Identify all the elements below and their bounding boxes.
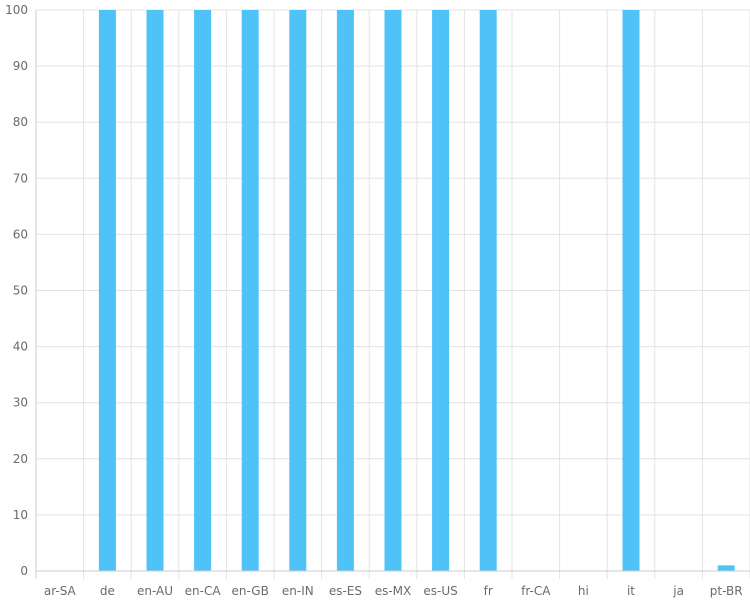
bar-en-IN (289, 10, 307, 571)
y-tick-label: 20 (13, 452, 28, 466)
x-tick-label: es-MX (375, 584, 412, 598)
x-tick-label: ar-SA (44, 584, 77, 598)
y-tick-label: 50 (13, 284, 28, 298)
x-tick-label: en-AU (137, 584, 173, 598)
bars (98, 10, 735, 571)
bar-es-US (432, 10, 450, 571)
y-tick-label: 10 (13, 508, 28, 522)
x-tick-label: en-CA (185, 584, 222, 598)
axes (35, 10, 750, 579)
x-tick-label: hi (578, 584, 589, 598)
bar-it (622, 10, 640, 571)
x-tick-label: en-IN (282, 584, 314, 598)
x-tick-label: it (627, 584, 635, 598)
y-tick-label: 60 (13, 227, 28, 241)
y-tick-label: 100 (5, 3, 28, 17)
bar-fr (479, 10, 497, 571)
bar-en-GB (241, 10, 259, 571)
y-tick-label: 90 (13, 59, 28, 73)
x-tick-label: de (100, 584, 115, 598)
bar-pt-BR (717, 565, 735, 571)
x-tick-label: pt-BR (710, 584, 743, 598)
x-tick-label: fr (484, 584, 493, 598)
x-tick-label: ja (672, 584, 684, 598)
bar-en-CA (194, 10, 212, 571)
y-tick-label: 30 (13, 396, 28, 410)
y-tick-label: 40 (13, 340, 28, 354)
y-tick-label: 70 (13, 171, 28, 185)
bar-es-ES (336, 10, 354, 571)
x-tick-label: es-ES (329, 584, 362, 598)
bar-de (98, 10, 116, 571)
y-tick-labels: 0 10 20 30 40 50 60 70 80 90 100 (5, 3, 28, 578)
y-tick-label: 80 (13, 115, 28, 129)
x-tick-label: es-US (423, 584, 457, 598)
bar-en-AU (146, 10, 164, 571)
bar-es-MX (384, 10, 402, 571)
x-tick-label: fr-CA (521, 584, 551, 598)
x-tick-labels: ar-SA de en-AU en-CA en-GB en-IN es-ES es-MX es-… (44, 584, 743, 598)
y-tick-label: 0 (20, 564, 28, 578)
x-tick-label: en-GB (232, 584, 269, 598)
